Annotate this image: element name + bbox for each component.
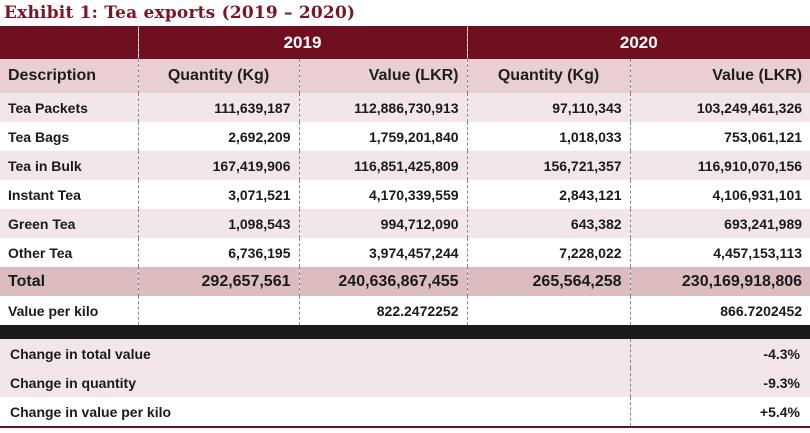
- column-header-value-2020: Value (LKR): [629, 59, 810, 93]
- year-header-row: 2019 2020: [0, 26, 810, 59]
- value-per-kilo-blank-2020: [466, 296, 631, 325]
- quantity-2020: 2,843,121: [466, 180, 631, 209]
- bottom-rule: [0, 426, 810, 428]
- exhibit-title: Exhibit 1: Tea exports (2019 – 2020): [4, 3, 356, 23]
- row-description: Tea Bags: [8, 128, 70, 145]
- total-value-2020: 230,169,918,806: [629, 267, 810, 296]
- row-description: Other Tea: [8, 244, 73, 261]
- table-row: Tea in Bulk 167,419,906 116,851,425,809 …: [0, 151, 810, 180]
- table-row: Tea Bags 2,692,209 1,759,201,840 1,018,0…: [0, 122, 810, 151]
- column-header-description: Description: [8, 67, 97, 84]
- value-per-kilo-row: Value per kilo 822.2472252 866.7202452: [0, 296, 810, 325]
- separator-bar: [0, 325, 810, 339]
- quantity-2020: 156,721,357: [466, 151, 631, 180]
- change-row: Change in quantity -9.3%: [0, 368, 810, 397]
- value-2019: 1,759,201,840: [298, 122, 468, 151]
- value-per-kilo-blank-2019: [137, 296, 299, 325]
- change-summary-table: Change in total value -4.3% Change in qu…: [0, 339, 810, 426]
- change-label: Change in value per kilo: [10, 403, 172, 420]
- quantity-2019: 111,639,187: [137, 93, 299, 122]
- total-value-2019: 240,636,867,455: [298, 267, 468, 296]
- row-description: Instant Tea: [8, 186, 81, 203]
- table-row: Green Tea 1,098,543 994,712,090 643,382 …: [0, 209, 810, 238]
- value-per-kilo-2019: 822.2472252: [298, 296, 468, 325]
- value-2019: 112,886,730,913: [298, 93, 468, 122]
- quantity-2020: 1,018,033: [466, 122, 631, 151]
- quantity-2020: 7,228,022: [466, 238, 631, 267]
- change-label: Change in quantity: [10, 374, 136, 391]
- table-row: Tea Packets 111,639,187 112,886,730,913 …: [0, 93, 810, 122]
- quantity-2019: 6,736,195: [137, 238, 299, 267]
- change-label: Change in total value: [10, 345, 151, 362]
- total-quantity-2019: 292,657,561: [137, 267, 299, 296]
- quantity-2020: 643,382: [466, 209, 631, 238]
- value-2019: 116,851,425,809: [298, 151, 468, 180]
- total-row: Total 292,657,561 240,636,867,455 265,56…: [0, 267, 810, 296]
- year-header-2020: 2020: [466, 26, 810, 59]
- value-2020: 693,241,989: [629, 209, 810, 238]
- quantity-2019: 167,419,906: [137, 151, 299, 180]
- row-description: Tea in Bulk: [8, 157, 82, 174]
- year-header-blank: [0, 26, 138, 59]
- change-value: -9.3%: [629, 368, 810, 397]
- value-2020: 4,457,153,113: [629, 238, 810, 267]
- column-header-value-2019: Value (LKR): [298, 59, 468, 93]
- column-header-quantity-2020: Quantity (Kg): [466, 59, 631, 93]
- column-header-quantity-2019: Quantity (Kg): [137, 59, 299, 93]
- value-2019: 3,974,457,244: [298, 238, 468, 267]
- year-header-2019: 2019: [137, 26, 468, 59]
- column-header-row: Description Quantity (Kg) Value (LKR) Qu…: [0, 59, 810, 93]
- value-2020: 753,061,121: [629, 122, 810, 151]
- quantity-2019: 1,098,543: [137, 209, 299, 238]
- total-label: Total: [8, 272, 46, 290]
- change-row: Change in total value -4.3%: [0, 339, 810, 368]
- table-row: Other Tea 6,736,195 3,974,457,244 7,228,…: [0, 238, 810, 267]
- quantity-2019: 3,071,521: [137, 180, 299, 209]
- row-description: Tea Packets: [8, 99, 88, 116]
- change-value: -4.3%: [629, 339, 810, 368]
- value-per-kilo-2020: 866.7202452: [629, 296, 810, 325]
- tea-exports-table: 2019 2020 Description Quantity (Kg) Valu…: [0, 26, 810, 325]
- row-description: Green Tea: [8, 215, 76, 232]
- quantity-2019: 2,692,209: [137, 122, 299, 151]
- change-row: Change in value per kilo +5.4%: [0, 397, 810, 426]
- value-2019: 4,170,339,559: [298, 180, 468, 209]
- value-2020: 103,249,461,326: [629, 93, 810, 122]
- change-value: +5.4%: [629, 397, 810, 426]
- value-2019: 994,712,090: [298, 209, 468, 238]
- total-quantity-2020: 265,564,258: [466, 267, 631, 296]
- value-per-kilo-label: Value per kilo: [8, 302, 99, 319]
- table-row: Instant Tea 3,071,521 4,170,339,559 2,84…: [0, 180, 810, 209]
- quantity-2020: 97,110,343: [466, 93, 631, 122]
- value-2020: 4,106,931,101: [629, 180, 810, 209]
- value-2020: 116,910,070,156: [629, 151, 810, 180]
